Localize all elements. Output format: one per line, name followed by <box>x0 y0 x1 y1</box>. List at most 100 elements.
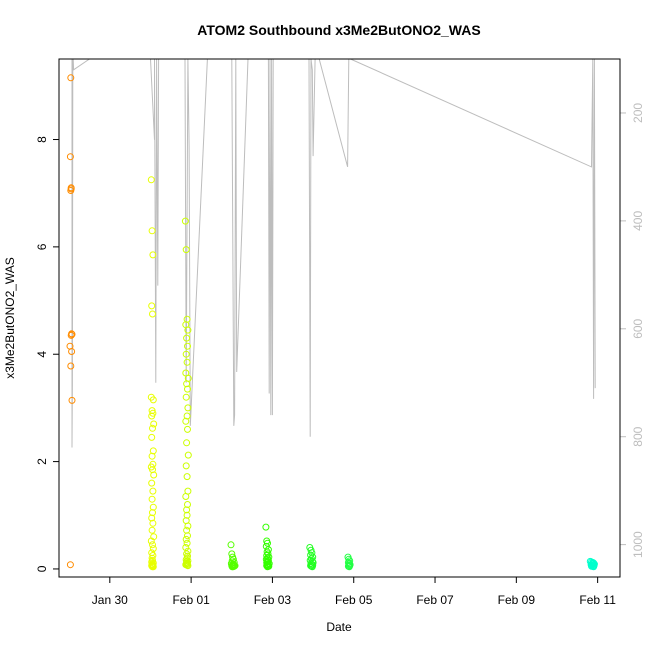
x-tick-label: Feb 01 <box>172 593 210 607</box>
y-tick-label: 0 <box>35 565 49 572</box>
data-point <box>182 246 190 254</box>
series-0 <box>66 74 76 569</box>
data-point <box>227 541 235 549</box>
data-point <box>183 506 191 514</box>
series-2 <box>181 217 192 570</box>
data-point <box>149 503 157 511</box>
data-point <box>66 561 74 569</box>
series-5 <box>306 544 317 571</box>
data-point <box>148 302 156 310</box>
data-point <box>183 511 191 519</box>
y-tick-label: 4 <box>35 351 49 358</box>
data-point <box>148 495 156 503</box>
series-1 <box>147 176 158 571</box>
series-7 <box>586 557 598 571</box>
data-point <box>183 380 191 388</box>
y2-tick-label: 800 <box>631 426 645 446</box>
data-point <box>184 326 192 334</box>
data-point <box>67 362 75 370</box>
data-point <box>181 217 189 225</box>
data-point <box>184 562 192 570</box>
data-point <box>150 420 158 428</box>
y2-tick-label: 1000 <box>631 531 645 558</box>
y-axis-label: x3Me2ButONO2_WAS <box>3 257 17 379</box>
series-6 <box>344 553 354 571</box>
y-tick-label: 8 <box>35 136 49 143</box>
data-point <box>262 523 270 531</box>
data-point <box>183 473 191 481</box>
series-4 <box>262 523 273 571</box>
x-tick-label: Jan 30 <box>92 593 128 607</box>
data-point <box>149 447 157 455</box>
x-tick-label: Feb 09 <box>498 593 536 607</box>
data-point <box>148 452 156 460</box>
data-point <box>148 526 156 534</box>
data-point <box>184 532 191 540</box>
data-point <box>183 334 191 342</box>
data-point <box>182 535 190 543</box>
data-point <box>148 227 156 235</box>
plot-frame <box>58 58 621 578</box>
data-point <box>148 479 156 487</box>
data-point <box>184 522 192 530</box>
x-tick-label: Feb 03 <box>254 593 292 607</box>
data-point <box>264 539 271 547</box>
chart-title: ATOM2 Southbound x3Me2ButONO2_WAS <box>197 22 480 38</box>
x-axis-label: Date <box>326 620 352 634</box>
overlay-line <box>71 59 596 448</box>
data-point <box>67 187 75 194</box>
series-3 <box>227 541 239 571</box>
data-point <box>182 417 190 425</box>
data-point <box>182 462 190 470</box>
data-point <box>68 330 76 338</box>
data-point <box>149 541 156 549</box>
data-point <box>150 471 158 479</box>
data-point <box>184 404 192 412</box>
data-point <box>67 331 75 339</box>
data-point <box>149 424 156 432</box>
data-point <box>149 545 157 553</box>
data-point <box>344 559 352 566</box>
data-point <box>148 433 156 441</box>
data-point <box>182 393 190 401</box>
y-tick-label: 6 <box>35 243 49 250</box>
data-points-layer <box>66 74 598 571</box>
y2-tick-label: 400 <box>631 211 645 231</box>
data-point <box>183 439 191 447</box>
axes-layer: Jan 30 Feb 01 Feb 03 Feb 05 Feb 07 Feb 09 Feb … <box>35 103 645 607</box>
data-point <box>149 251 157 259</box>
data-point <box>68 396 76 404</box>
data-point <box>229 563 237 571</box>
data-point <box>149 487 157 495</box>
data-point <box>149 563 156 571</box>
data-point <box>67 74 75 82</box>
data-point <box>182 350 190 358</box>
data-point <box>183 358 191 366</box>
data-point <box>148 412 156 420</box>
y2-tick-label: 600 <box>631 318 645 338</box>
data-point <box>264 563 271 571</box>
data-point <box>590 563 598 571</box>
data-point <box>184 342 191 350</box>
overlay-line-layer <box>71 59 596 448</box>
data-point <box>182 493 190 500</box>
data-point <box>184 385 191 393</box>
data-point <box>307 551 315 559</box>
x-tick-label: Feb 05 <box>335 593 373 607</box>
data-point <box>184 425 191 433</box>
x-tick-label: Feb 11 <box>579 593 616 607</box>
y-tick-label: 2 <box>35 458 49 465</box>
data-point <box>147 176 155 184</box>
data-point <box>184 451 192 459</box>
data-point <box>308 563 316 571</box>
data-point <box>307 562 315 570</box>
x-tick-label: Feb 07 <box>416 593 454 607</box>
data-point <box>147 537 155 545</box>
data-point <box>149 396 157 404</box>
data-point <box>67 184 75 192</box>
data-point <box>149 310 156 318</box>
data-point <box>148 514 156 522</box>
data-point <box>345 563 353 571</box>
y2-tick-label: 200 <box>631 103 645 123</box>
